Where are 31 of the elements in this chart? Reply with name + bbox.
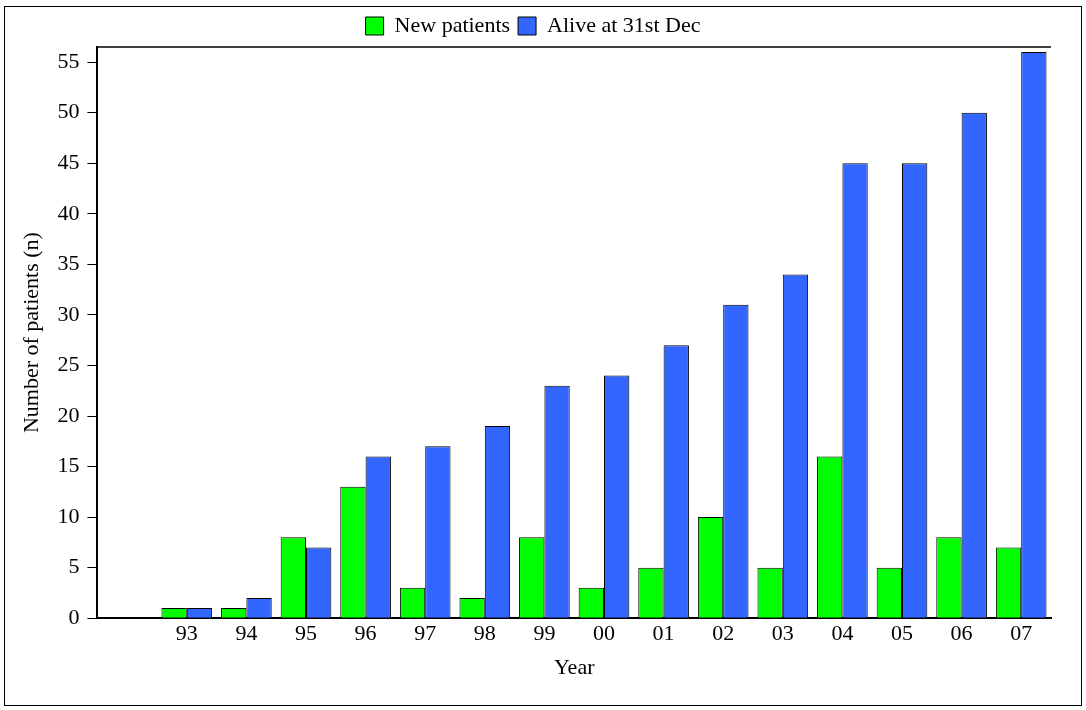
- x-tick-label: 03: [771, 620, 794, 646]
- y-tick-label: 10: [57, 502, 80, 528]
- x-tick-label: 04: [831, 620, 854, 646]
- y-tick-label: 20: [57, 401, 80, 427]
- y-tick-label: 45: [57, 149, 80, 175]
- x-tick-label: 93: [175, 620, 198, 646]
- x-tick-label: 07: [1010, 620, 1033, 646]
- y-tick-label: 35: [57, 250, 80, 276]
- legend-label: New patients: [394, 11, 511, 37]
- legend-label: Alive at 31st Dec: [547, 11, 701, 37]
- x-tick-label: 96: [354, 620, 377, 646]
- x-tick-label: 94: [235, 620, 258, 646]
- y-tick-label: 15: [57, 452, 80, 478]
- y-tick-label: 40: [57, 199, 80, 225]
- y-tick-label: 5: [68, 553, 80, 579]
- y-tick-label: 30: [57, 300, 80, 326]
- x-tick-label: 01: [652, 620, 675, 646]
- x-tick-label: 02: [712, 620, 735, 646]
- y-tick-label: 55: [57, 47, 80, 73]
- y-tick-label: 50: [57, 98, 80, 124]
- x-tick-label: 00: [593, 620, 615, 646]
- x-tick-label: 98: [473, 620, 496, 646]
- x-tick-label: 05: [891, 620, 913, 646]
- x-tick-label: 06: [950, 620, 973, 646]
- x-axis-title: Year: [553, 653, 596, 679]
- y-tick-label: 0: [68, 603, 80, 629]
- x-tick-label: 99: [533, 620, 556, 646]
- y-tick-label: 25: [57, 351, 80, 377]
- x-tick-label: 97: [414, 620, 437, 646]
- y-axis-title: Number of patients (n): [17, 232, 43, 434]
- x-tick-label: 95: [295, 620, 317, 646]
